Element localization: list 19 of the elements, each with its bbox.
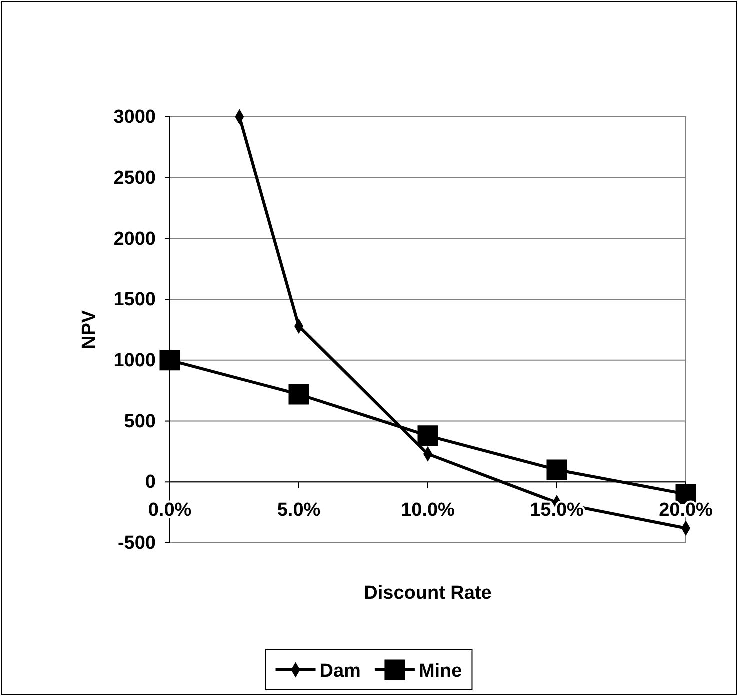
legend-label: Dam	[320, 661, 361, 682]
point	[418, 426, 438, 446]
x-tick-label: 5.0%	[277, 500, 321, 521]
point	[546, 460, 568, 480]
y-tick-label: 500	[124, 411, 156, 432]
x-tick-label: 20.0%	[659, 500, 714, 521]
y-tick-label: 1000	[114, 350, 156, 372]
y-tick-label: 0	[145, 472, 156, 494]
point	[160, 350, 180, 371]
y-tick-label: -500	[118, 533, 156, 554]
y-tick-label: 3000	[114, 107, 156, 128]
y-tick-label: 2500	[114, 168, 156, 189]
x-tick-label: 10.0%	[401, 500, 456, 521]
legend-label: Mine	[418, 661, 462, 682]
y-axis-title: NPV	[79, 310, 100, 350]
x-axis-title: Discount Rate	[364, 583, 492, 604]
y-tick-label: 2000	[114, 228, 156, 250]
point	[288, 384, 310, 405]
y-tick-label: 1500	[114, 290, 156, 311]
